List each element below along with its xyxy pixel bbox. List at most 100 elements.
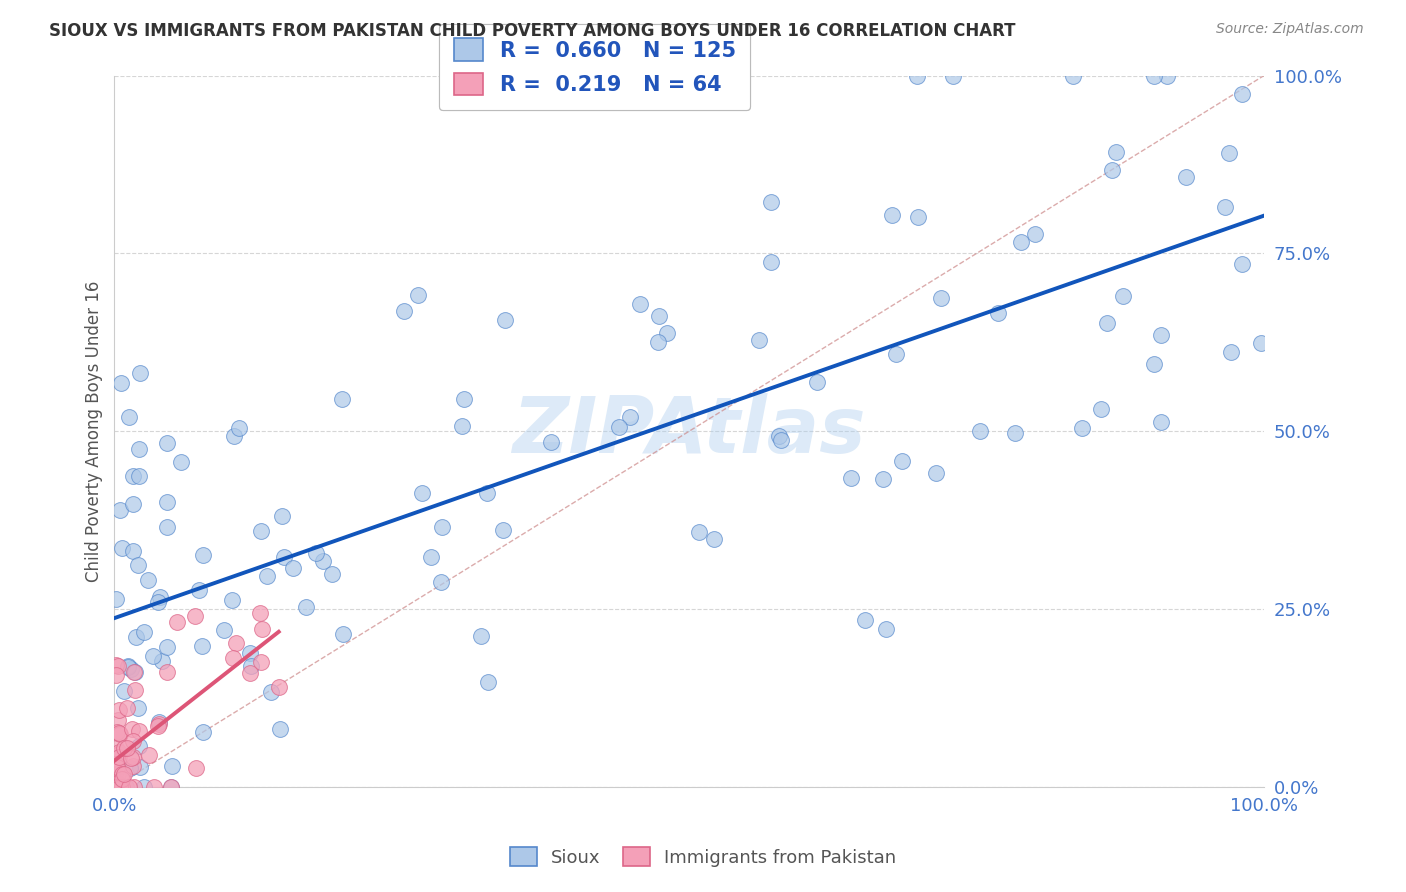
Point — [104, 780, 127, 794]
Point — [761, 254, 783, 268]
Point — [312, 554, 335, 568]
Point — [107, 780, 129, 794]
Point — [295, 599, 318, 614]
Point — [128, 366, 150, 380]
Point — [256, 569, 278, 583]
Point — [273, 550, 295, 565]
Text: SIOUX VS IMMIGRANTS FROM PAKISTAN CHILD POVERTY AMONG BOYS UNDER 16 CORRELATION : SIOUX VS IMMIGRANTS FROM PAKISTAN CHILD … — [49, 22, 1015, 40]
Point — [143, 780, 166, 794]
Point — [1070, 421, 1092, 435]
Point — [269, 723, 291, 737]
Point — [321, 566, 343, 581]
Point — [191, 725, 214, 739]
Point — [250, 524, 273, 538]
Point — [228, 421, 250, 435]
Point — [875, 622, 897, 636]
Point — [1175, 170, 1198, 185]
Point — [1111, 289, 1133, 303]
Point — [156, 436, 179, 450]
Point — [271, 509, 294, 524]
Point — [853, 613, 876, 627]
Point — [111, 541, 134, 556]
Point — [839, 471, 862, 485]
Point — [115, 780, 138, 794]
Point — [156, 640, 179, 655]
Point — [451, 419, 474, 434]
Point — [332, 626, 354, 640]
Point — [121, 497, 143, 511]
Point — [112, 767, 135, 781]
Point — [105, 776, 128, 790]
Point — [124, 665, 146, 680]
Point — [103, 780, 125, 794]
Point — [149, 591, 172, 605]
Point — [112, 740, 135, 755]
Point — [122, 780, 145, 794]
Point — [112, 683, 135, 698]
Legend: Sioux, Immigrants from Pakistan: Sioux, Immigrants from Pakistan — [502, 840, 904, 874]
Point — [104, 777, 127, 791]
Point — [156, 665, 179, 679]
Point — [1150, 415, 1173, 429]
Point — [184, 609, 207, 624]
Point — [806, 375, 828, 389]
Point — [105, 668, 128, 682]
Point — [1004, 426, 1026, 441]
Point — [648, 309, 671, 323]
Point — [128, 739, 150, 754]
Point — [1101, 163, 1123, 178]
Point — [1150, 327, 1173, 342]
Point — [239, 647, 262, 661]
Point — [117, 660, 139, 674]
Point — [118, 760, 141, 774]
Point — [929, 291, 952, 305]
Point — [224, 429, 246, 443]
Point — [305, 546, 328, 560]
Point — [122, 759, 145, 773]
Point — [107, 658, 129, 673]
Point — [628, 297, 651, 311]
Point — [429, 575, 451, 590]
Point — [748, 334, 770, 348]
Point — [267, 680, 290, 694]
Point — [768, 429, 790, 443]
Point — [117, 740, 139, 755]
Point — [111, 767, 134, 781]
Point — [107, 713, 129, 727]
Point — [128, 469, 150, 483]
Point — [107, 780, 129, 794]
Point — [1230, 87, 1253, 101]
Point — [170, 454, 193, 468]
Point — [107, 779, 129, 793]
Text: ZIPAtlas: ZIPAtlas — [513, 393, 866, 469]
Point — [647, 335, 669, 350]
Point — [148, 717, 170, 731]
Point — [260, 685, 283, 699]
Point — [121, 469, 143, 483]
Point — [117, 659, 139, 673]
Point — [156, 519, 179, 533]
Point — [880, 209, 903, 223]
Point — [1104, 145, 1126, 159]
Point — [907, 210, 929, 224]
Point — [105, 725, 128, 739]
Point — [127, 558, 149, 572]
Point — [132, 624, 155, 639]
Point — [160, 780, 183, 794]
Point — [494, 313, 516, 327]
Point — [619, 410, 641, 425]
Point — [249, 655, 271, 669]
Point — [925, 466, 948, 480]
Point — [239, 658, 262, 673]
Point — [475, 486, 498, 500]
Point — [492, 523, 515, 537]
Point — [166, 615, 188, 630]
Point — [108, 747, 131, 761]
Point — [703, 533, 725, 547]
Point — [104, 758, 127, 772]
Point — [122, 665, 145, 679]
Point — [122, 734, 145, 748]
Point — [249, 606, 271, 620]
Point — [769, 434, 792, 448]
Point — [132, 780, 155, 794]
